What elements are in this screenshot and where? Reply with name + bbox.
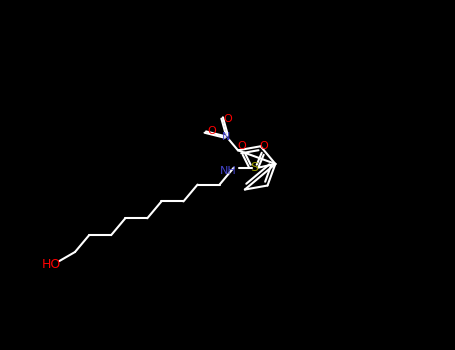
Text: O: O <box>259 141 268 151</box>
Text: O: O <box>238 141 246 151</box>
Text: O: O <box>223 114 232 124</box>
Text: N: N <box>222 132 231 141</box>
Text: O: O <box>207 126 217 136</box>
Text: HO: HO <box>42 258 61 271</box>
Text: S: S <box>250 161 258 174</box>
Text: NH: NH <box>220 166 237 176</box>
